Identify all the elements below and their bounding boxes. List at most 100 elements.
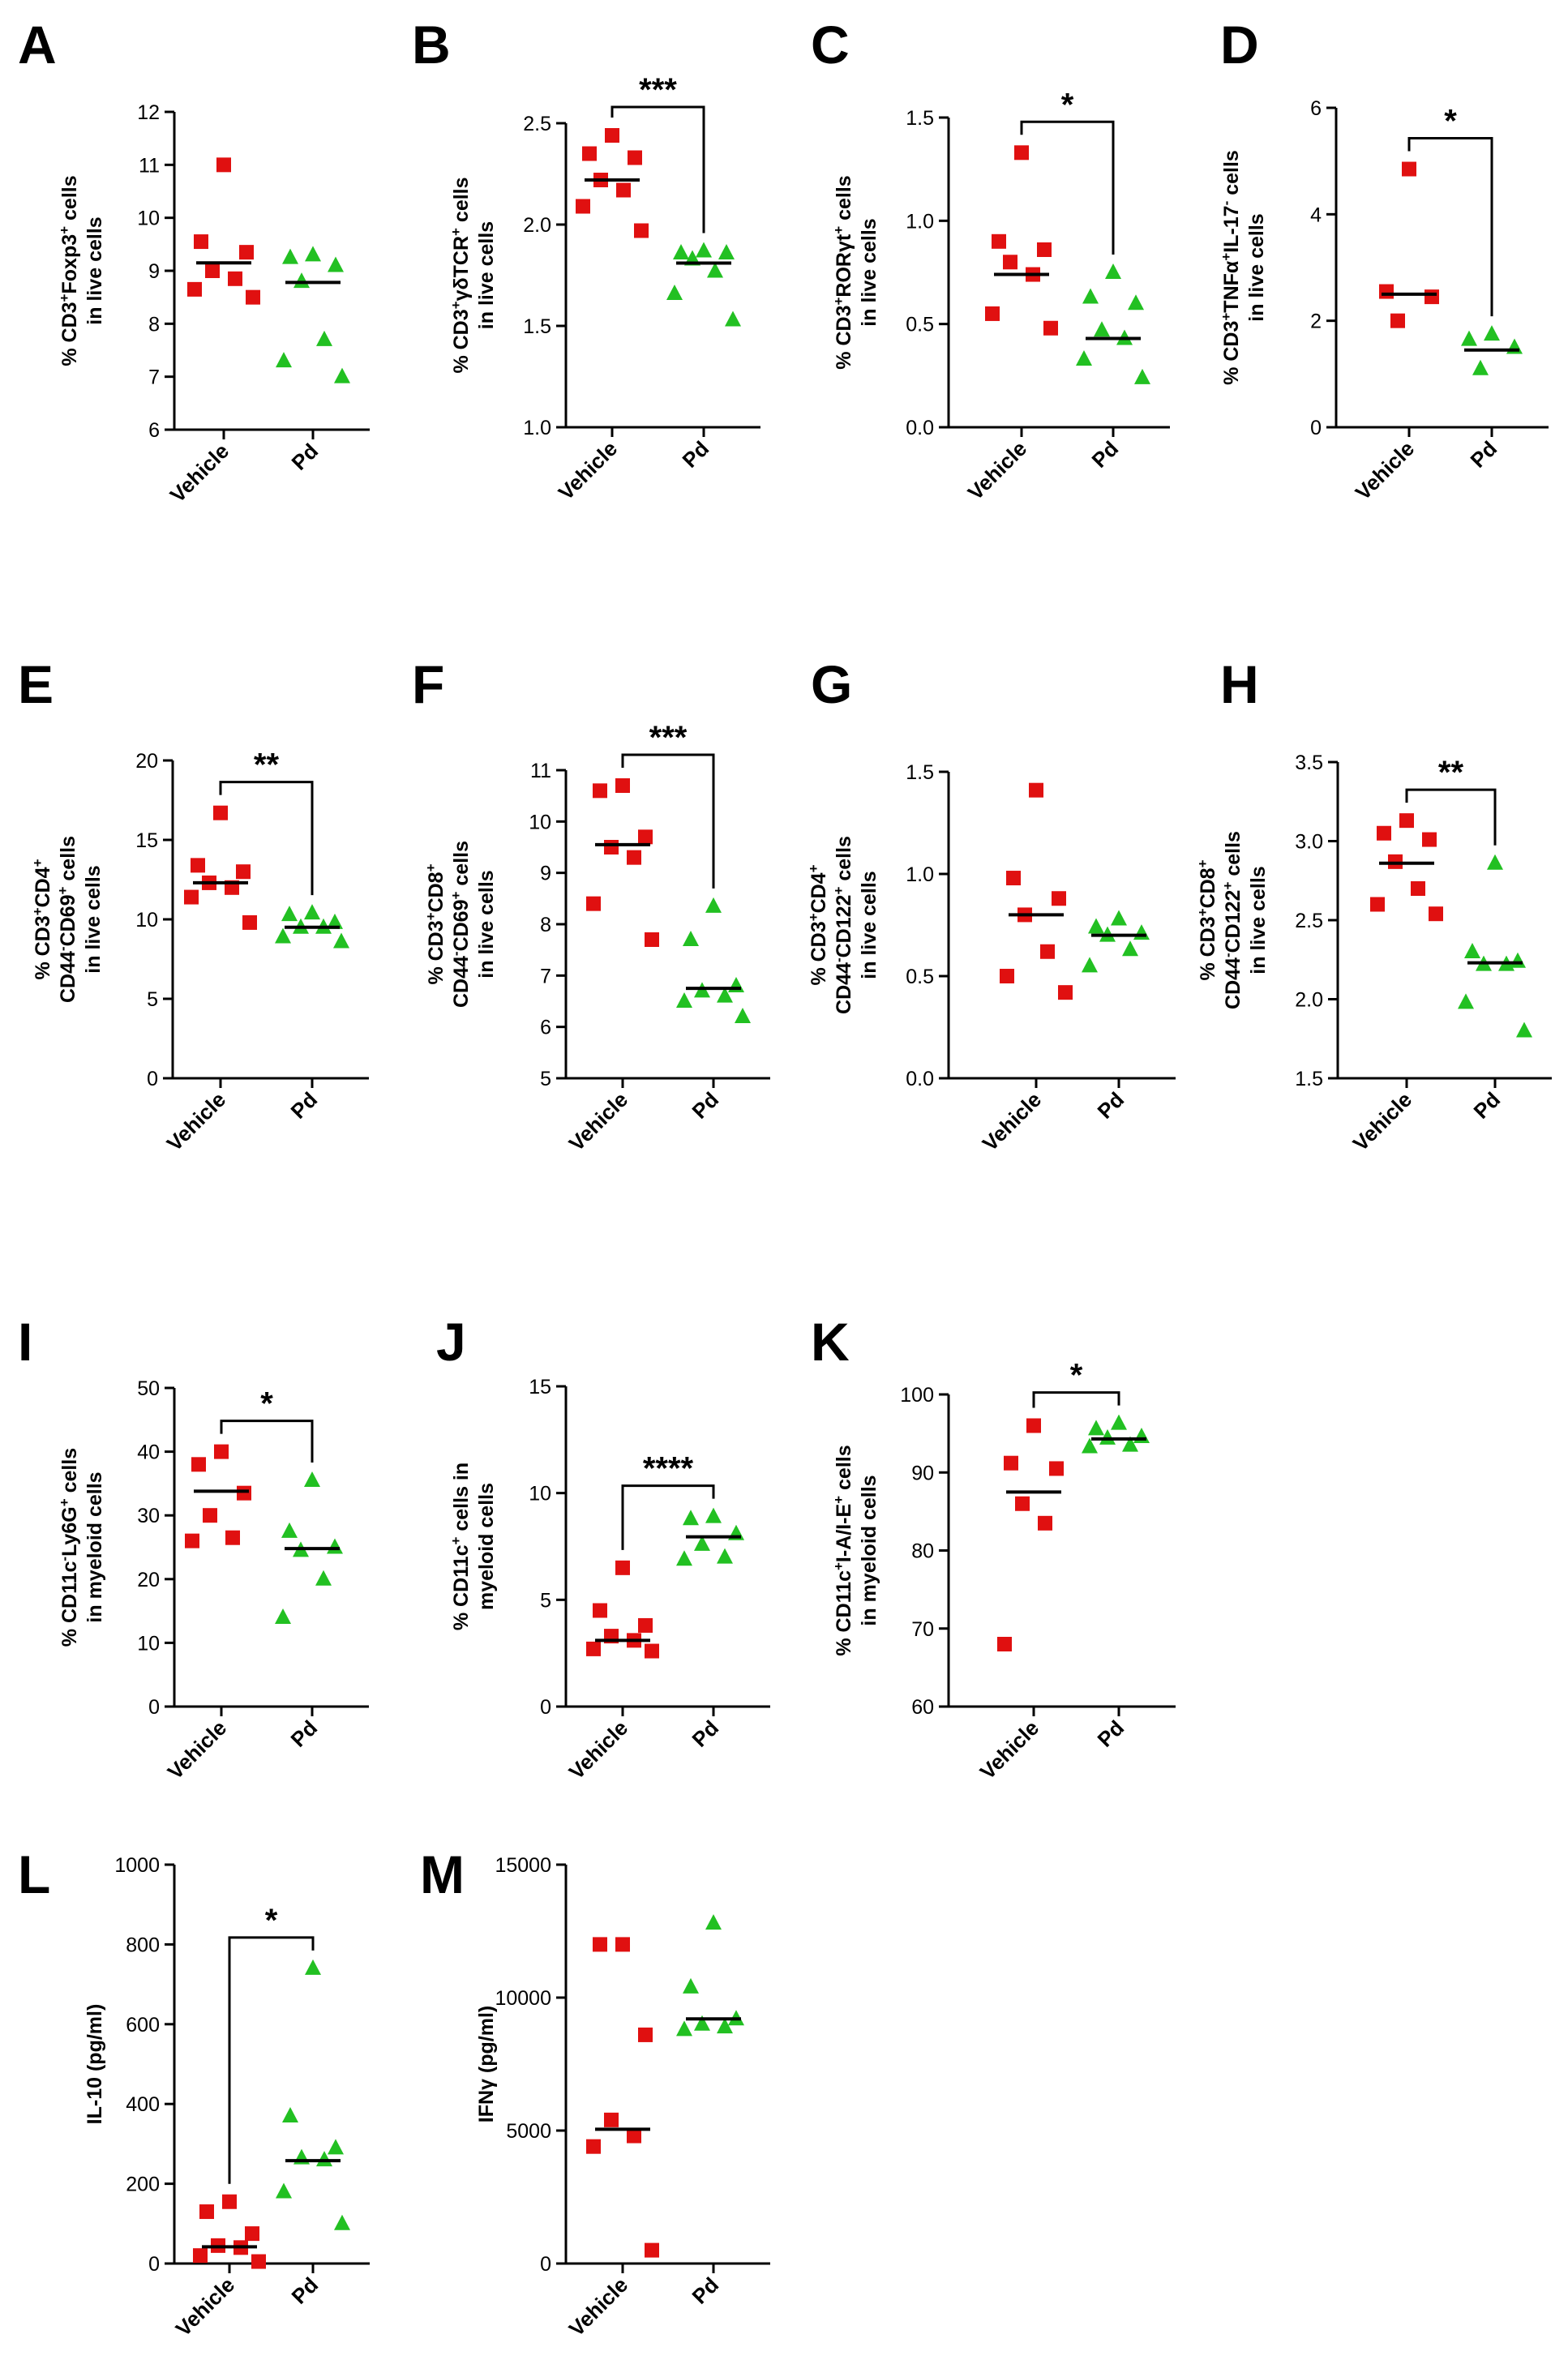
label-text: CD122	[1222, 890, 1245, 953]
significance-bracket	[228, 1936, 315, 2184]
panel-letter: F	[412, 654, 444, 714]
pd-point	[316, 330, 332, 346]
superscript: +	[423, 912, 439, 920]
vehicle-point	[1026, 1418, 1041, 1433]
pd-point	[676, 2020, 692, 2037]
y-tick-label: 0	[540, 1696, 551, 1719]
y-tick-label: 1.5	[523, 315, 551, 338]
superscript: +	[57, 226, 72, 234]
y-tick-label: 5	[540, 1068, 551, 1090]
panel-letter: G	[811, 654, 852, 714]
vehicle-point	[251, 2254, 266, 2269]
y-tick-label: 1.5	[906, 761, 934, 784]
y-axis-title: CD44-CD69+ cells	[448, 841, 473, 1008]
pd-point	[276, 2182, 292, 2199]
pd-point	[718, 244, 735, 259]
y-tick-label: 5000	[506, 2120, 551, 2143]
pd-point	[282, 248, 298, 264]
vehicle-point	[1379, 284, 1394, 299]
vehicle-point	[1014, 145, 1029, 161]
panel-m: M 0 5000 10000 15000 Vehicle Pd IFNγ (pg/ml)	[420, 1844, 770, 2341]
vehicle-point	[593, 1937, 607, 1952]
vehicle-point	[582, 146, 597, 161]
label-text: IL-17	[1220, 205, 1243, 252]
y-tick-label: 600	[126, 2014, 160, 2037]
panel-letter: H	[1220, 654, 1259, 714]
vehicle-point	[985, 306, 1000, 321]
x-category-label: Vehicle	[1351, 436, 1420, 505]
pd-point	[333, 932, 349, 949]
significance-label: ***	[639, 72, 677, 108]
vehicle-point	[634, 223, 649, 238]
vehicle-point	[214, 1444, 229, 1459]
y-axis-title: % CD11c+ cells in	[448, 1463, 473, 1630]
vehicle-point	[627, 850, 641, 865]
label-text: cells	[1220, 150, 1243, 201]
vehicle-point	[616, 182, 631, 198]
label-text: in live cells	[1245, 213, 1268, 321]
x-category-label: Vehicle	[564, 2272, 633, 2341]
superscript: -	[1220, 953, 1236, 957]
pd-point	[683, 1510, 699, 1526]
pd-point	[676, 1550, 692, 1566]
y-tick-label: 0	[1310, 417, 1322, 439]
y-tick-label: 15000	[495, 1854, 551, 1877]
pd-point	[334, 367, 350, 383]
label-text: γδTCR	[450, 236, 473, 301]
y-tick-label: 12	[137, 101, 160, 124]
vehicle-point	[237, 1485, 251, 1501]
pd-point	[717, 1548, 733, 1564]
y-axis-title: % CD3+Foxp3+ cells	[57, 175, 82, 366]
vehicle-point	[242, 914, 257, 930]
label-text: in live cells	[858, 871, 880, 979]
pd-point	[694, 2015, 710, 2031]
vehicle-point	[239, 245, 254, 260]
significance-bracket	[1407, 137, 1493, 317]
label-text: CD8	[1197, 867, 1219, 908]
x-category-label: Pd	[1466, 436, 1502, 473]
superscript: +	[1195, 859, 1210, 867]
label-text: CD44	[450, 956, 473, 1008]
vehicle-point	[615, 1560, 630, 1575]
x-category-label: Vehicle	[165, 439, 234, 508]
vehicle-point	[205, 263, 220, 278]
vehicle-point	[225, 1530, 240, 1545]
y-tick-label: 3.0	[1295, 831, 1323, 854]
superscript: -	[55, 946, 71, 951]
superscript: +	[57, 1498, 72, 1506]
label-text: % CD11c	[833, 1570, 855, 1656]
pd-point	[705, 897, 722, 913]
significance-label: *	[260, 1386, 273, 1422]
significance-label: *	[265, 1903, 278, 1938]
x-category-label: Pd	[286, 1087, 323, 1124]
y-tick-label: 1.5	[906, 107, 934, 130]
x-category-label: Vehicle	[1348, 1087, 1417, 1156]
y-axis-title: in live cells	[858, 218, 880, 326]
significance-label: ***	[649, 720, 688, 756]
pd-point	[275, 1608, 291, 1624]
x-category-label: Vehicle	[963, 436, 1032, 505]
pd-point	[717, 987, 733, 1003]
pd-point	[1133, 1427, 1150, 1443]
vehicle-point	[593, 783, 607, 799]
y-axis-title: % CD11c+I-A/I-E+ cells	[831, 1445, 856, 1655]
pd-point	[275, 927, 291, 944]
vehicle-point	[184, 889, 199, 905]
y-axis-title: % CD3+CD8+	[1195, 859, 1220, 980]
label-text: CD69	[57, 894, 79, 946]
label-text: % CD3	[808, 921, 830, 985]
significance-label: *	[1061, 87, 1074, 122]
y-tick-label: 0.5	[906, 966, 934, 988]
vehicle-point	[615, 1937, 630, 1952]
y-tick-label: 10000	[495, 1987, 551, 2010]
pd-point	[1111, 1414, 1127, 1430]
pd-point	[328, 256, 344, 272]
y-axis-title: % CD3+CD4+	[806, 864, 831, 985]
panel-letter: K	[811, 1312, 850, 1372]
y-axis-title: in live cells	[475, 221, 498, 329]
y-tick-label: 400	[126, 2093, 160, 2116]
pd-point	[328, 2139, 344, 2155]
pd-point	[1134, 368, 1150, 384]
y-axis-title: in live cells	[1245, 213, 1268, 321]
